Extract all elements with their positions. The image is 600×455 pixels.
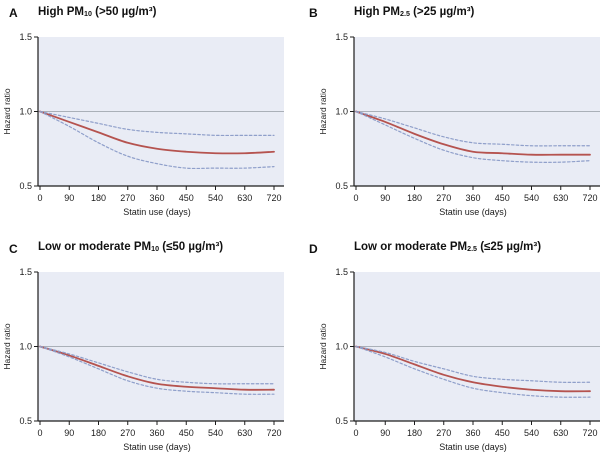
x-tick-label: 720 — [266, 193, 281, 203]
x-tick-label: 450 — [179, 193, 194, 203]
upper-dashed-curve — [39, 345, 275, 385]
x-tick-label: 540 — [524, 428, 539, 438]
panel-title-text: Low or moderate PM — [38, 241, 152, 253]
panel-title-subscript: 10 — [151, 244, 160, 253]
y-axis-title: Hazard ratio — [318, 323, 328, 370]
y-tick-label: 0.5 — [19, 181, 32, 191]
x-tick-label: 540 — [208, 428, 223, 438]
x-tick-label: 180 — [91, 428, 106, 438]
x-tick-label: 720 — [582, 428, 597, 438]
hazard-ratio-curve — [39, 110, 275, 155]
y-tick-label: 1.5 — [19, 32, 32, 42]
x-tick-label: 0 — [37, 428, 42, 438]
x-tick-label: 360 — [149, 428, 164, 438]
x-axis-title: Statin use (days) — [123, 207, 191, 217]
x-tick-label: 630 — [237, 193, 252, 203]
y-tick-label: 0.5 — [335, 416, 348, 426]
x-tick-label: 360 — [149, 193, 164, 203]
x-tick-label: 720 — [582, 193, 597, 203]
x-tick-label: 720 — [266, 428, 281, 438]
x-tick-label: 90 — [64, 193, 74, 203]
y-tick-label: 1.5 — [335, 32, 348, 42]
panel-label-d: D — [309, 242, 318, 256]
y-axis-title: Hazard ratio — [2, 88, 12, 135]
x-tick-label: 270 — [436, 428, 451, 438]
x-tick-label: 270 — [120, 428, 135, 438]
y-tick-label: 1.0 — [335, 342, 348, 352]
y-tick-label: 1.5 — [19, 267, 32, 277]
panel-b: B High PM2.5 (>25 µg/m³) 0.5 1.0 1.5 0 90 180… — [300, 0, 600, 227]
x-axis-title: Statin use (days) — [123, 442, 191, 452]
upper-dashed-curve — [355, 345, 591, 383]
panel-c: C Low or moderate PM10 (≤50 µg/m³) 0.5 1.… — [0, 227, 300, 455]
x-tick-label: 450 — [495, 193, 510, 203]
x-tick-label: 270 — [120, 193, 135, 203]
panel-title-suffix: (≤25 µg/m³) — [477, 241, 542, 253]
panel-title-subscript: 10 — [84, 9, 92, 18]
x-tick-label: 90 — [380, 428, 390, 438]
panel-title-text: High PM — [354, 6, 400, 18]
x-tick-label: 90 — [64, 428, 74, 438]
x-tick-label: 360 — [465, 428, 480, 438]
chart-c: 0.5 1.0 1.5 0 90 180 270 360 450 540 630 720 Hazard … — [2, 267, 284, 452]
x-tick-label: 450 — [179, 428, 194, 438]
x-tick-label: 90 — [380, 193, 390, 203]
panel-d: D Low or moderate PM2.5 (≤25 µg/m³) 0.5 1… — [300, 227, 600, 455]
y-tick-label: 1.5 — [335, 267, 348, 277]
x-tick-label: 630 — [553, 193, 568, 203]
panel-title-subscript: 2.5 — [467, 244, 478, 253]
x-tick-label: 360 — [465, 193, 480, 203]
chart-d: 0.5 1.0 1.5 0 90 180 270 360 450 540 630 720 Hazard … — [318, 267, 600, 452]
hazard-ratio-curve — [39, 345, 275, 391]
panel-a: A High PM10 (>50 µg/m³) 0.5 1.0 1.5 0 90 180 2… — [0, 0, 300, 227]
lower-dashed-curve — [39, 345, 275, 395]
y-tick-label: 1.0 — [19, 107, 32, 117]
y-tick-label: 0.5 — [335, 181, 348, 191]
panel-label-a: A — [9, 6, 18, 20]
x-tick-label: 630 — [553, 428, 568, 438]
x-tick-label: 540 — [524, 193, 539, 203]
x-tick-label: 180 — [407, 428, 422, 438]
panel-label-c: C — [9, 242, 18, 256]
y-tick-label: 1.0 — [335, 107, 348, 117]
y-tick-label: 1.0 — [19, 342, 32, 352]
chart-a: 0.5 1.0 1.5 0 90 180 270 360 450 540 630 720 Hazard … — [2, 32, 284, 217]
panel-label-b: B — [309, 6, 318, 20]
x-tick-label: 0 — [353, 193, 358, 203]
panel-title-text: High PM — [38, 6, 84, 18]
panel-title-subscript: 2.5 — [400, 9, 410, 18]
chart-b: 0.5 1.0 1.5 0 90 180 270 360 450 540 630 720 Hazard … — [318, 32, 600, 217]
lower-dashed-curve — [39, 110, 275, 170]
x-tick-label: 270 — [436, 193, 451, 203]
x-axis-title: Statin use (days) — [439, 442, 507, 452]
panel-title: High PM2.5 (>25 µg/m³) — [354, 6, 600, 30]
panel-title-text: Low or moderate PM — [354, 241, 468, 253]
y-axis-title: Hazard ratio — [2, 323, 12, 370]
x-tick-label: 180 — [407, 193, 422, 203]
panel-title: Low or moderate PM2.5 (≤25 µg/m³) — [354, 241, 600, 265]
x-tick-label: 450 — [495, 428, 510, 438]
x-tick-label: 630 — [237, 428, 252, 438]
y-axis-title: Hazard ratio — [318, 88, 328, 135]
hazard-ratio-curve — [355, 345, 591, 393]
panel-title: Low or moderate PM10 (≤50 µg/m³) — [38, 241, 300, 265]
panel-title: High PM10 (>50 µg/m³) — [38, 6, 300, 30]
panel-title-suffix: (>25 µg/m³) — [409, 6, 475, 18]
panel-title-suffix: (≤50 µg/m³) — [159, 241, 224, 253]
x-tick-label: 540 — [208, 193, 223, 203]
upper-dashed-curve — [39, 110, 275, 137]
y-tick-label: 0.5 — [19, 416, 32, 426]
x-tick-label: 0 — [353, 428, 358, 438]
x-tick-label: 0 — [37, 193, 42, 203]
panel-title-suffix: (>50 µg/m³) — [91, 6, 157, 18]
x-tick-label: 180 — [91, 193, 106, 203]
hazard-ratio-curve — [355, 110, 591, 156]
lower-dashed-curve — [355, 345, 591, 398]
x-axis-title: Statin use (days) — [439, 207, 507, 217]
upper-dashed-curve — [355, 110, 591, 147]
